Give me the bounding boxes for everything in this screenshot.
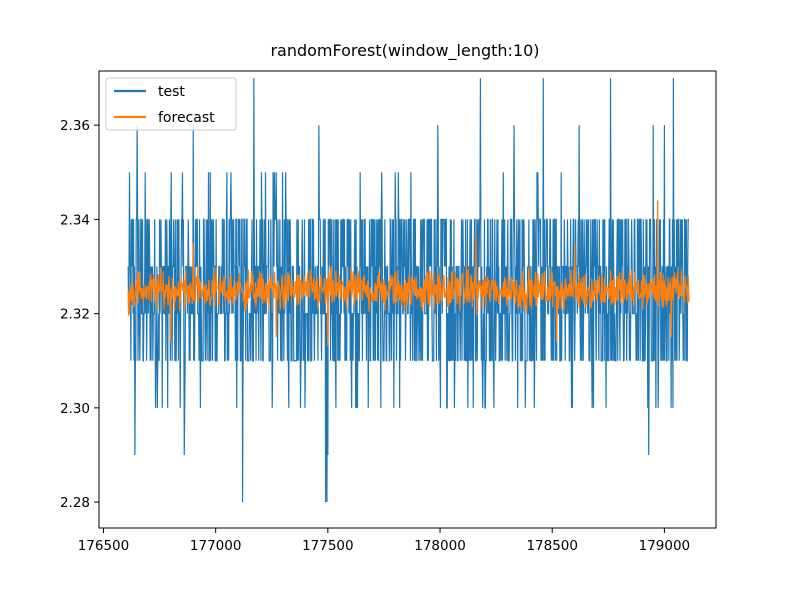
y-tick-label: 2.28 bbox=[60, 495, 90, 511]
x-tick-label: 178000 bbox=[414, 538, 466, 554]
x-tick-label: 178500 bbox=[526, 538, 578, 554]
x-tick-label: 176500 bbox=[78, 538, 130, 554]
chart-title: randomForest(window_length:10) bbox=[270, 41, 539, 61]
series-forecast-line bbox=[127, 200, 690, 347]
legend: test forecast bbox=[105, 77, 237, 131]
y-tick-label: 2.30 bbox=[60, 401, 90, 417]
legend-label-forecast: forecast bbox=[158, 110, 215, 126]
x-tick-label: 177000 bbox=[190, 538, 242, 554]
axis-ticks: 176500 177000 177500 178000 178500 179000 2.28… bbox=[60, 118, 690, 554]
legend-label-test: test bbox=[158, 84, 185, 100]
x-tick-label: 177500 bbox=[302, 538, 354, 554]
axes-frame bbox=[98, 70, 717, 529]
plot-data bbox=[127, 78, 690, 503]
x-tick-label: 179000 bbox=[639, 538, 691, 554]
y-tick-label: 2.36 bbox=[60, 118, 90, 134]
y-tick-label: 2.34 bbox=[60, 212, 90, 228]
y-tick-label: 2.32 bbox=[60, 307, 90, 323]
